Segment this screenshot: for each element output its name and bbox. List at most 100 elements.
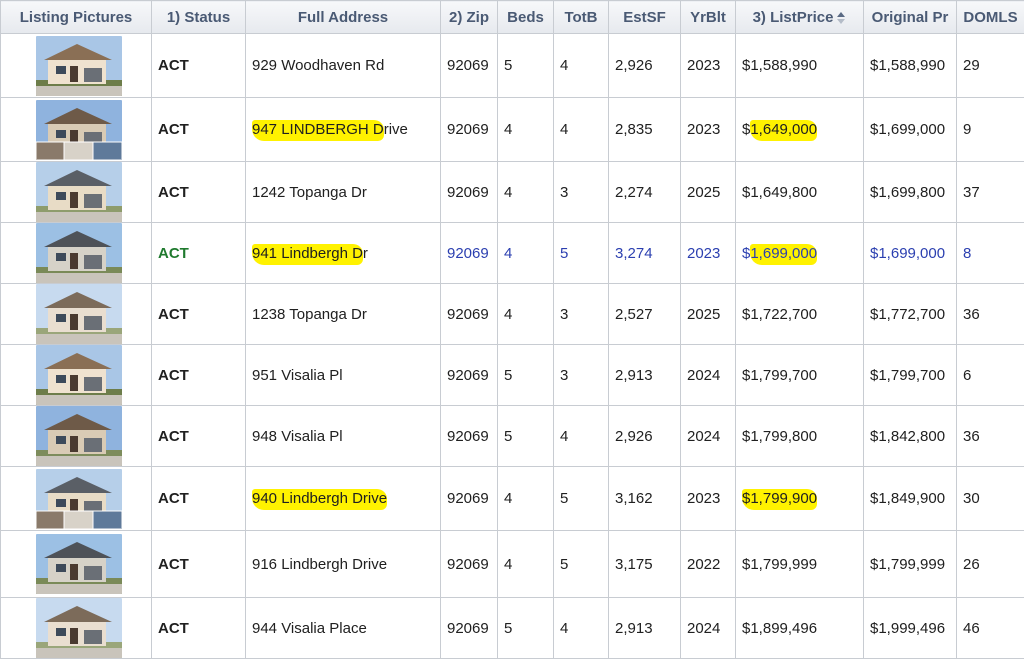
list-price-text: $1,588,990 [742, 57, 817, 74]
status-cell: ACT [152, 345, 246, 406]
listing-picture-cell[interactable] [1, 98, 152, 162]
sort-up-down-icon[interactable] [836, 11, 846, 25]
listing-photo-thumbnail[interactable] [36, 100, 122, 160]
address-cell[interactable]: 948 Visalia Pl [246, 406, 441, 467]
listing-photo-thumbnail[interactable] [36, 284, 122, 344]
beds-cell: 4 [498, 223, 554, 284]
listing-picture-cell[interactable] [1, 223, 152, 284]
col-header-original-price[interactable]: Original Pr [864, 1, 957, 34]
col-label: 3) ListPrice [753, 9, 834, 26]
listing-picture-cell[interactable] [1, 531, 152, 598]
beds-cell: 5 [498, 345, 554, 406]
col-header-listing-pictures[interactable]: Listing Pictures [1, 1, 152, 34]
col-header-domls[interactable]: DOMLS [957, 1, 1024, 34]
domls-cell: 30 [957, 467, 1024, 531]
listing-photo-thumbnail[interactable] [36, 534, 122, 594]
yrblt-cell: 2024 [681, 598, 736, 659]
col-label: Original Pr [872, 9, 949, 26]
address-highlight: 941 Lindbergh D [252, 244, 363, 265]
listing-photo-thumbnail[interactable] [36, 36, 122, 96]
listing-photo-thumbnail[interactable] [36, 469, 122, 529]
status-cell: ACT [152, 284, 246, 345]
listing-photo-thumbnail[interactable] [36, 223, 122, 283]
list-price-cell: $1,799,800 [736, 406, 864, 467]
status-cell: ACT [152, 467, 246, 531]
col-header-totb[interactable]: TotB [554, 1, 609, 34]
yrblt-cell: 2024 [681, 345, 736, 406]
col-header-beds[interactable]: Beds [498, 1, 554, 34]
col-label: 1) Status [167, 9, 230, 26]
col-header-yrblt[interactable]: YrBlt [681, 1, 736, 34]
list-price-text: $1,799,999 [742, 556, 817, 573]
zip-cell: 92069 [441, 284, 498, 345]
listing-photo-thumbnail[interactable] [36, 162, 122, 222]
domls-cell: 36 [957, 406, 1024, 467]
col-header-zip[interactable]: 2) Zip [441, 1, 498, 34]
col-header-status[interactable]: 1) Status [152, 1, 246, 34]
yrblt-cell: 2022 [681, 531, 736, 598]
listing-picture-cell[interactable] [1, 406, 152, 467]
totb-cell: 3 [554, 284, 609, 345]
address-cell[interactable]: 941 Lindbergh Dr [246, 223, 441, 284]
list-price-text: $1,899,496 [742, 620, 817, 637]
col-header-estsf[interactable]: EstSF [609, 1, 681, 34]
estsf-cell: 2,926 [609, 34, 681, 98]
address-cell[interactable]: 947 LINDBERGH Drive [246, 98, 441, 162]
list-price-text: $1,649,800 [742, 184, 817, 201]
listing-photo-thumbnail[interactable] [36, 406, 122, 466]
original-price-cell: $1,588,990 [864, 34, 957, 98]
address-cell[interactable]: 940 Lindbergh Drive [246, 467, 441, 531]
estsf-cell: 3,162 [609, 467, 681, 531]
listing-picture-cell[interactable] [1, 345, 152, 406]
address-highlight: 940 Lindbergh Drive [252, 489, 387, 510]
yrblt-cell: 2025 [681, 162, 736, 223]
list-price-text: $1,799,700 [742, 367, 817, 384]
address-cell[interactable]: 1238 Topanga Dr [246, 284, 441, 345]
list-price-highlight: 1,649,000 [750, 120, 817, 141]
col-header-full-address[interactable]: Full Address [246, 1, 441, 34]
address-cell[interactable]: 944 Visalia Place [246, 598, 441, 659]
totb-cell: 4 [554, 598, 609, 659]
address-text: 1238 Topanga Dr [252, 306, 367, 323]
estsf-cell: 2,527 [609, 284, 681, 345]
status-cell: ACT [152, 598, 246, 659]
listing-picture-cell[interactable] [1, 467, 152, 531]
listing-picture-cell[interactable] [1, 34, 152, 98]
listing-picture-cell[interactable] [1, 284, 152, 345]
address-cell[interactable]: 1242 Topanga Dr [246, 162, 441, 223]
beds-cell: 4 [498, 467, 554, 531]
col-label: YrBlt [690, 9, 726, 26]
address-cell[interactable]: 951 Visalia Pl [246, 345, 441, 406]
status-cell: ACT [152, 162, 246, 223]
beds-cell: 4 [498, 162, 554, 223]
list-price-text: $1,799,800 [742, 428, 817, 445]
beds-cell: 4 [498, 531, 554, 598]
status-cell: ACT [152, 223, 246, 284]
col-header-listprice[interactable]: 3) ListPrice [736, 1, 864, 34]
estsf-cell: 3,274 [609, 223, 681, 284]
domls-cell: 46 [957, 598, 1024, 659]
yrblt-cell: 2023 [681, 98, 736, 162]
original-price-cell: $1,699,000 [864, 98, 957, 162]
original-price-cell: $1,772,700 [864, 284, 957, 345]
listing-picture-cell[interactable] [1, 598, 152, 659]
address-cell[interactable]: 929 Woodhaven Rd [246, 34, 441, 98]
listing-photo-thumbnail[interactable] [36, 598, 122, 658]
list-price-cell: $1,588,990 [736, 34, 864, 98]
status-cell: ACT [152, 98, 246, 162]
yrblt-cell: 2025 [681, 284, 736, 345]
listing-picture-cell[interactable] [1, 162, 152, 223]
list-price-cell: $1,699,000 [736, 223, 864, 284]
address-cell[interactable]: 916 Lindbergh Drive [246, 531, 441, 598]
listing-photo-thumbnail[interactable] [36, 345, 122, 405]
